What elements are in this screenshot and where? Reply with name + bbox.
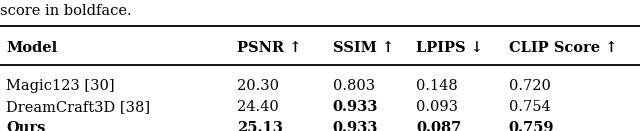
Text: 0.933: 0.933: [333, 100, 378, 114]
Text: PSNR ↑: PSNR ↑: [237, 41, 301, 55]
Text: Model: Model: [6, 41, 58, 55]
Text: 0.759: 0.759: [509, 121, 554, 131]
Text: Magic123 [30]: Magic123 [30]: [6, 79, 115, 93]
Text: score in boldface.: score in boldface.: [0, 4, 132, 18]
Text: 0.720: 0.720: [509, 79, 550, 93]
Text: 0.754: 0.754: [509, 100, 550, 114]
Text: 24.40: 24.40: [237, 100, 278, 114]
Text: 0.933: 0.933: [333, 121, 378, 131]
Text: 0.087: 0.087: [416, 121, 461, 131]
Text: 0.148: 0.148: [416, 79, 458, 93]
Text: SSIM ↑: SSIM ↑: [333, 41, 394, 55]
Text: 0.803: 0.803: [333, 79, 375, 93]
Text: Ours: Ours: [6, 121, 46, 131]
Text: 0.093: 0.093: [416, 100, 458, 114]
Text: 20.30: 20.30: [237, 79, 279, 93]
Text: CLIP Score ↑: CLIP Score ↑: [509, 41, 618, 55]
Text: LPIPS ↓: LPIPS ↓: [416, 41, 483, 55]
Text: 25.13: 25.13: [237, 121, 283, 131]
Text: DreamCraft3D [38]: DreamCraft3D [38]: [6, 100, 150, 114]
